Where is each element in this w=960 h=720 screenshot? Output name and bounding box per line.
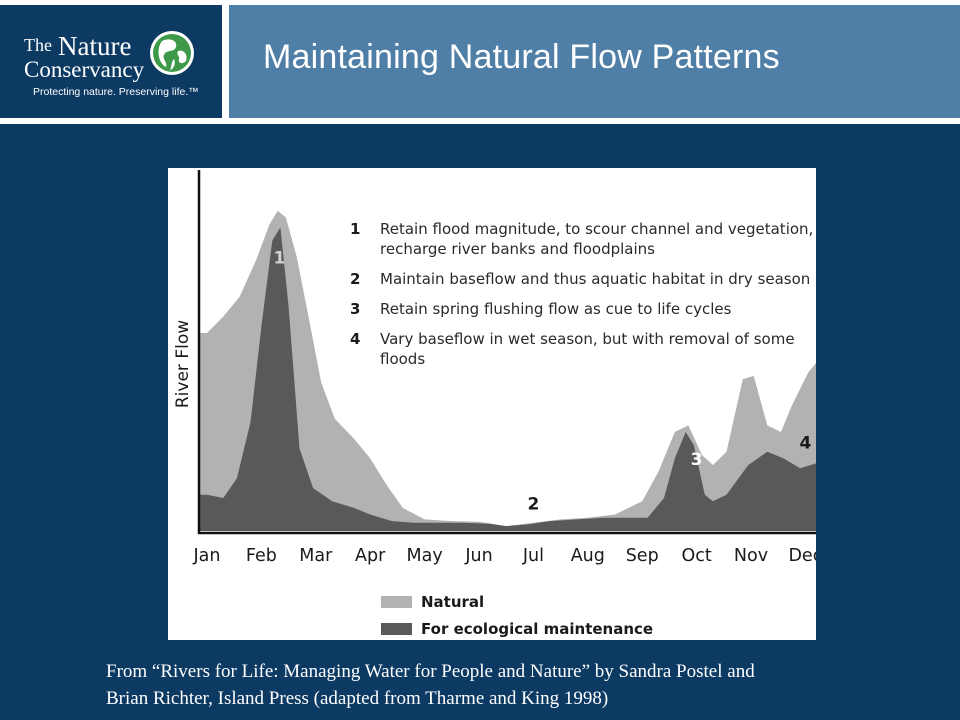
legend-label: Natural bbox=[421, 593, 484, 611]
x-tick-label: May bbox=[407, 546, 443, 566]
logo-text-nature: Nature bbox=[58, 31, 132, 61]
logo-text-conservancy: Conservancy bbox=[24, 57, 145, 82]
x-tick-label: Oct bbox=[681, 546, 711, 566]
note-text: Retain spring flushing flow as cue to li… bbox=[380, 300, 732, 318]
legend-swatch bbox=[381, 596, 412, 608]
x-tick-label: Jan bbox=[193, 546, 221, 566]
x-tick-label: Mar bbox=[299, 546, 333, 566]
note-text: Retain flood magnitude, to scour channel… bbox=[380, 220, 813, 238]
area-series-2 bbox=[200, 227, 816, 531]
x-tick-label: Nov bbox=[734, 546, 768, 566]
page-title: Maintaining Natural Flow Patterns bbox=[263, 38, 780, 76]
globe-leaf-icon bbox=[150, 31, 194, 75]
annotation-label: 1 bbox=[273, 249, 285, 269]
note-text: Vary baseflow in wet season, but with re… bbox=[380, 330, 795, 348]
logo-tagline: Protecting nature. Preserving life.™ bbox=[33, 86, 199, 98]
x-tick-label: Sep bbox=[626, 546, 659, 566]
x-tick-label: Feb bbox=[246, 546, 277, 566]
y-axis-label: River Flow bbox=[173, 320, 193, 408]
note-number: 4 bbox=[350, 330, 360, 348]
note-number: 1 bbox=[350, 220, 360, 238]
logo-text-the: The bbox=[24, 35, 52, 55]
source-caption: From “Rivers for Life: Managing Water fo… bbox=[106, 658, 946, 712]
x-tick-label: Jul bbox=[522, 546, 544, 566]
annotation-label: 3 bbox=[691, 450, 703, 470]
note-text: Maintain baseflow and thus aquatic habit… bbox=[380, 270, 810, 288]
note-text: recharge river banks and floodplains bbox=[380, 240, 655, 258]
annotation-label: 2 bbox=[527, 495, 539, 515]
x-tick-label: Apr bbox=[355, 546, 386, 566]
note-number: 2 bbox=[350, 270, 360, 288]
note-text: floods bbox=[380, 350, 425, 368]
source-caption-line-2: Brian Richter, Island Press (adapted fro… bbox=[106, 688, 609, 709]
logo-panel: The Nature Conservancy Protecting nature… bbox=[0, 5, 222, 118]
x-tick-label: Aug bbox=[571, 546, 605, 566]
source-caption-line-1: From “Rivers for Life: Managing Water fo… bbox=[106, 661, 755, 682]
flow-chart-svg: River Flow Jan Feb Mar Apr May Jun Jul Aug Sep Oc… bbox=[173, 170, 816, 638]
note-number: 3 bbox=[350, 300, 360, 318]
legend-swatch bbox=[381, 623, 412, 635]
x-tick-label: Dec bbox=[788, 546, 816, 566]
annotation-label: 4 bbox=[799, 434, 811, 454]
legend-label: For ecological maintenance bbox=[421, 620, 653, 638]
area-series-1 bbox=[200, 210, 816, 531]
x-tick-label: Jun bbox=[464, 546, 492, 566]
flow-chart: River Flow Jan Feb Mar Apr May Jun Jul Aug Sep Oc… bbox=[168, 168, 816, 640]
title-bar: Maintaining Natural Flow Patterns bbox=[229, 5, 960, 118]
